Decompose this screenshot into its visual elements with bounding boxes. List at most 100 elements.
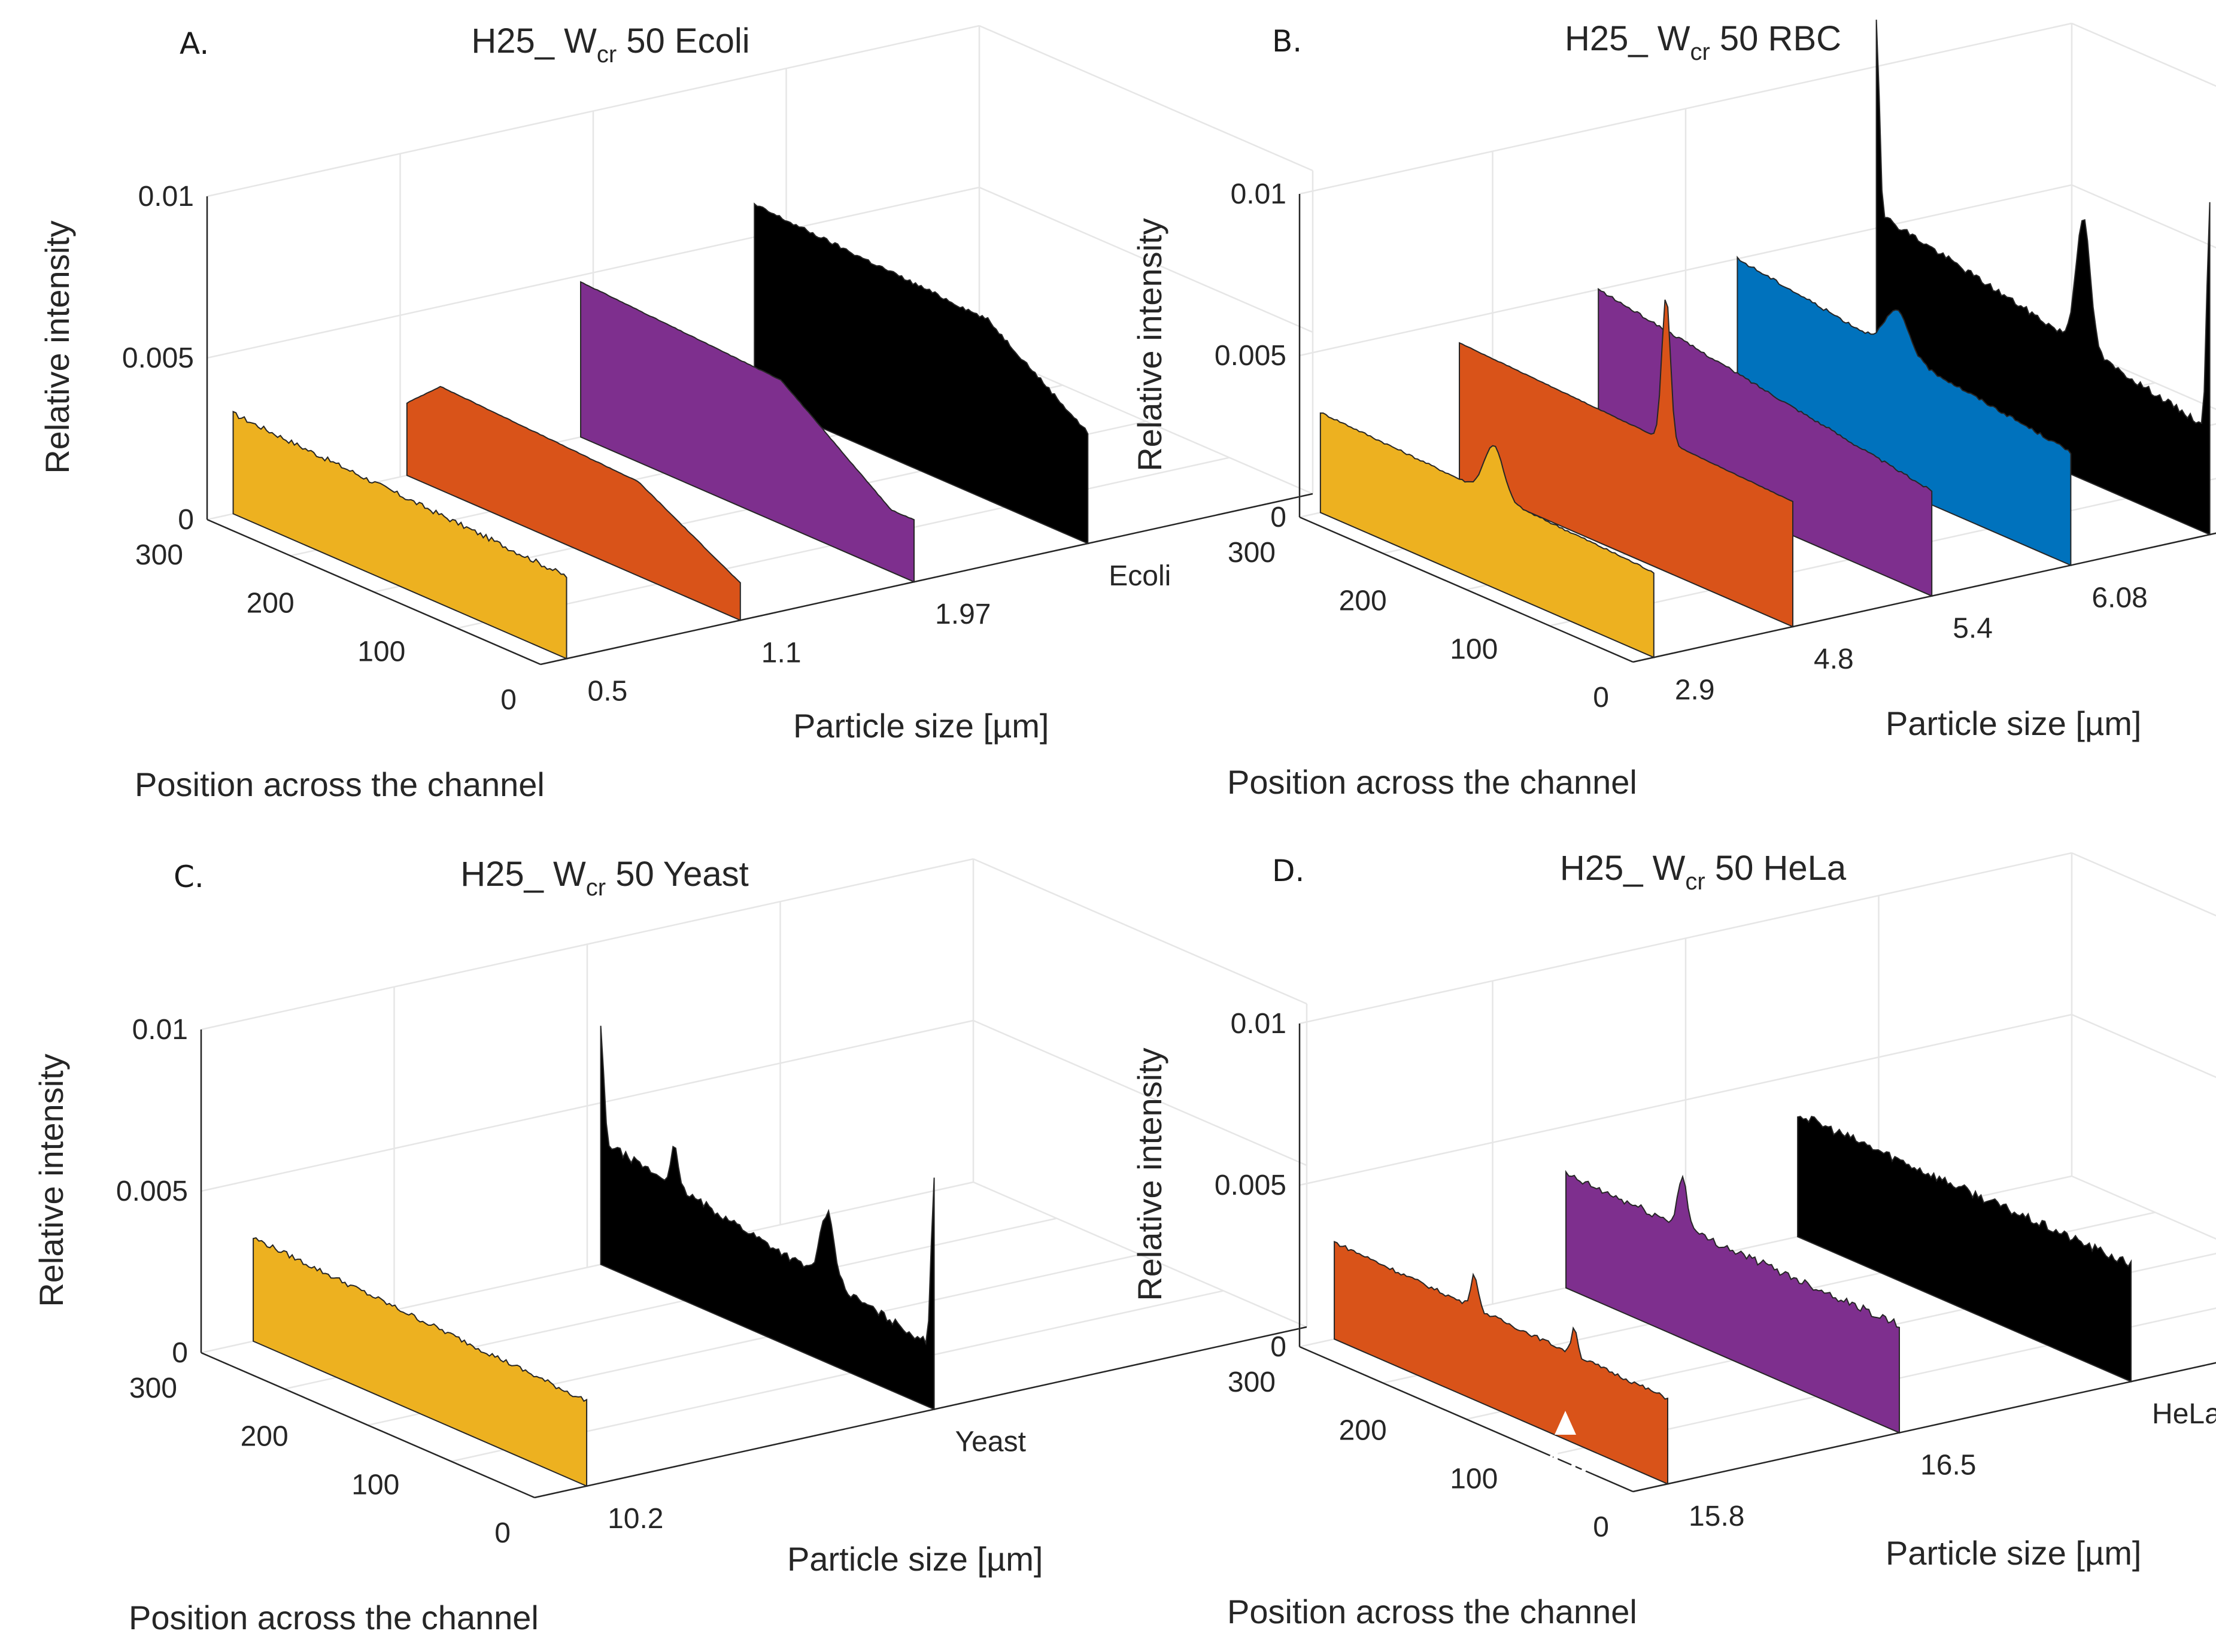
position-axis xyxy=(207,518,541,666)
title-main: H25_ W xyxy=(460,855,586,894)
size-tick-label: Ecoli xyxy=(1109,560,1171,592)
position-axis-label: Position across the channel xyxy=(135,766,545,803)
z-tick-label: 0.005 xyxy=(116,1176,188,1207)
title-rest: 50 Ecoli xyxy=(617,22,749,60)
title-rest: 50 HeLa xyxy=(1705,849,1847,888)
title-main: H25_ W xyxy=(471,22,597,60)
series-1.97-ribbon xyxy=(579,281,915,583)
position-tick-label: 100 xyxy=(1450,633,1498,665)
z-tick-label: 0 xyxy=(172,1337,188,1369)
z-axis-label: Relative intensity xyxy=(1131,218,1168,471)
series-Yeast-ribbon xyxy=(600,1025,935,1411)
position-tick-label: 0 xyxy=(494,1517,511,1549)
size-axis xyxy=(1632,532,2216,663)
panel-letter: B. xyxy=(1272,24,1302,59)
size-axis-label: Particle size [µm] xyxy=(1886,704,2141,742)
z-tick-label: 0.01 xyxy=(1231,178,1286,210)
position-tick-label: 200 xyxy=(247,588,295,620)
position-tick-label: 300 xyxy=(129,1372,177,1404)
title-sub: cr xyxy=(586,874,606,901)
position-tick-label: 100 xyxy=(1450,1463,1498,1495)
position-axis-label: Position across the channel xyxy=(1227,1593,1637,1630)
series-5.4-ribbon xyxy=(1598,287,1933,597)
panel-c: C. H25_ Wcr 50 Yeast 0 0.005 0.01 300 200 100 0 1… xyxy=(32,855,1308,1636)
panel-letter: D. xyxy=(1272,854,1304,888)
size-tick-label: 5.4 xyxy=(1953,613,1993,645)
size-tick-label: 15.8 xyxy=(1689,1501,1744,1532)
position-tick-label: 0 xyxy=(1593,1511,1609,1543)
position-axis xyxy=(201,1352,535,1499)
size-axis-label: Particle size [µm] xyxy=(1886,1534,2141,1572)
size-tick-label: 16.5 xyxy=(1920,1450,1976,1481)
size-axis xyxy=(540,493,1313,666)
series-6.08-ribbon xyxy=(1737,256,2072,566)
series-Ecoli-ribbon xyxy=(754,202,1089,545)
series-10.2-ribbon xyxy=(253,1237,588,1487)
size-axis-label: Particle size [µm] xyxy=(793,707,1049,745)
annotation-arrow xyxy=(1555,1411,1576,1435)
position-tick-label: 100 xyxy=(357,636,405,667)
z-tick-label: 0.01 xyxy=(132,1014,188,1046)
title-main: H25_ W xyxy=(1565,19,1690,58)
position-tick-label: 300 xyxy=(1228,537,1276,569)
position-axis-label: Position across the channel xyxy=(1227,763,1637,801)
position-axis xyxy=(1299,516,1634,663)
title-sub: cr xyxy=(1690,39,1710,65)
size-tick-label: 2.9 xyxy=(1675,674,1715,706)
size-tick-label: 10.2 xyxy=(608,1503,663,1535)
position-tick-label: 200 xyxy=(241,1421,289,1453)
z-axis-label: Relative intensity xyxy=(38,220,76,473)
z-tick-label: 0 xyxy=(1270,1331,1286,1363)
chart-title: H25_ Wcr 50 Ecoli xyxy=(471,22,749,68)
z-tick-label: 0.005 xyxy=(1215,340,1286,372)
z-tick-label: 0.01 xyxy=(138,181,194,212)
series-0.5-ribbon xyxy=(232,411,567,660)
series-HeLa-ribbon xyxy=(1797,1116,2132,1383)
z-tick-label: 0.005 xyxy=(1215,1170,1286,1201)
size-tick-label: 4.8 xyxy=(1814,643,1854,675)
size-tick-label: HeLa xyxy=(2152,1398,2216,1430)
size-axis xyxy=(534,1326,1307,1499)
size-axis-label: Particle size [µm] xyxy=(787,1540,1043,1578)
chart-title: H25_ Wcr 50 RBC xyxy=(1565,19,1841,65)
chart-title: H25_ Wcr 50 HeLa xyxy=(1560,849,1847,895)
panel-letter: A. xyxy=(180,26,209,61)
panel-a: A. H25_ Wcr 50 Ecoli 0 0.005 0.01 300 200 100 0 0… xyxy=(38,22,1314,803)
title-rest: 50 Yeast xyxy=(606,855,749,894)
position-tick-label: 100 xyxy=(351,1469,399,1501)
position-tick-label: 0 xyxy=(1593,682,1609,713)
position-axis-label: Position across the channel xyxy=(129,1599,539,1636)
series-4.8-ribbon xyxy=(1458,299,1794,628)
series-2.9-ribbon xyxy=(1319,412,1655,658)
chart-title: H25_ Wcr 50 Yeast xyxy=(460,855,749,901)
series-15.8-ribbon xyxy=(1334,1241,1669,1485)
z-tick-label: 0 xyxy=(1270,502,1286,533)
title-sub: cr xyxy=(1685,868,1705,895)
position-tick-label: 0 xyxy=(500,684,517,716)
position-tick-label: 300 xyxy=(135,539,183,571)
panel-b: B. H25_ Wcr 50 RBC 0 0.005 0.01 300 200 100 0 2.9… xyxy=(1131,19,2216,801)
z-tick-label: 0.01 xyxy=(1231,1008,1286,1040)
size-tick-label: 1.1 xyxy=(761,637,802,669)
size-axis xyxy=(1632,1362,2216,1493)
position-tick-label: 200 xyxy=(1339,1415,1387,1447)
annotation-label: 4.8 xyxy=(1543,1445,1587,1481)
size-tick-label: 6.08 xyxy=(2091,582,2147,614)
title-sub: cr xyxy=(597,41,617,68)
panel-letter: C. xyxy=(174,860,204,894)
size-tick-label: 0.5 xyxy=(588,675,628,707)
z-axis-label: Relative intensity xyxy=(1131,1047,1168,1301)
title-rest: 50 RBC xyxy=(1710,19,1841,58)
position-tick-label: 300 xyxy=(1228,1366,1276,1398)
position-tick-label: 200 xyxy=(1339,585,1387,617)
series-1.1-ribbon xyxy=(406,385,741,621)
size-tick-label: Yeast xyxy=(955,1426,1026,1458)
size-tick-label: 1.97 xyxy=(935,599,991,630)
series-16.5-ribbon xyxy=(1565,1170,1901,1434)
title-main: H25_ W xyxy=(1560,849,1686,888)
z-axis-label: Relative intensity xyxy=(32,1053,70,1307)
panel-d: D. H25_ Wcr 50 HeLa 0 0.005 0.01 300 200 100 0 15… xyxy=(1131,849,2216,1630)
position-axis xyxy=(1299,1346,1634,1493)
z-tick-label: 0.005 xyxy=(122,342,194,374)
